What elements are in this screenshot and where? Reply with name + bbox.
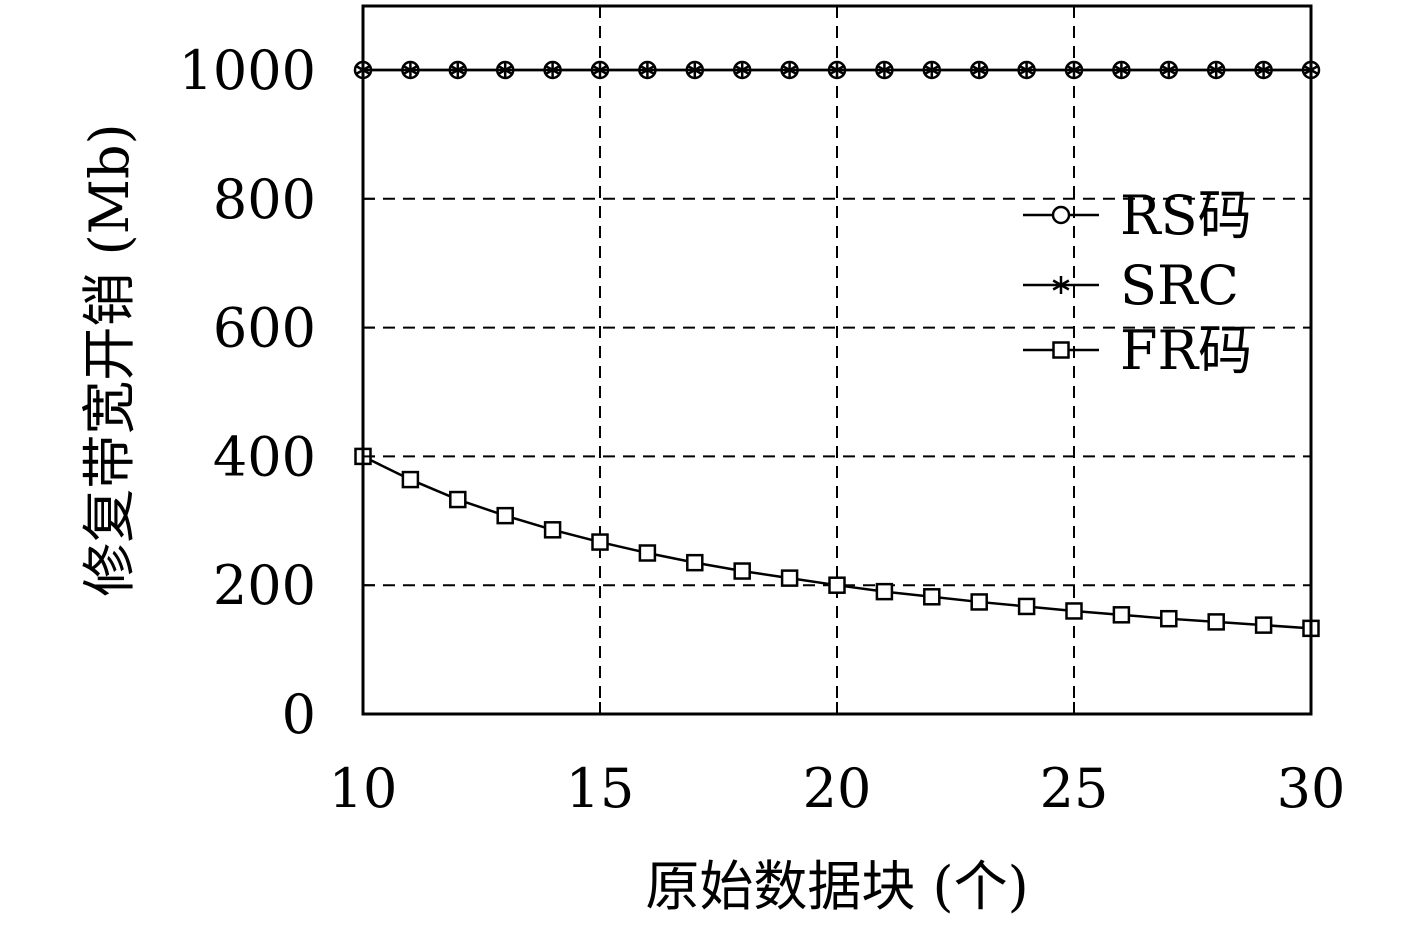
data-point xyxy=(496,61,514,79)
data-point xyxy=(1065,61,1083,79)
x-tick-label: 15 xyxy=(566,757,635,820)
data-point xyxy=(781,61,799,79)
data-point xyxy=(591,533,609,551)
legend-marker xyxy=(1052,341,1070,359)
data-point xyxy=(686,61,704,79)
y-tick-label: 200 xyxy=(213,554,316,617)
data-point xyxy=(1254,616,1273,634)
data-point xyxy=(828,576,846,594)
data-point xyxy=(543,521,562,539)
data-point xyxy=(1112,61,1130,79)
data-point xyxy=(544,61,562,79)
x-tick-label: 25 xyxy=(1040,757,1109,820)
ticks: 10 15 20 25 30 0 200 400 600 800 1000 xyxy=(179,39,1346,820)
data-point xyxy=(923,588,941,606)
data-point xyxy=(1207,613,1225,631)
data-point xyxy=(496,506,514,525)
data-point xyxy=(591,61,609,79)
series-3 xyxy=(354,447,1320,638)
data-point xyxy=(686,553,704,572)
x-tick-label: 20 xyxy=(803,757,872,820)
data-point xyxy=(970,593,988,611)
data-point xyxy=(733,61,751,79)
x-tick-label: 10 xyxy=(329,757,398,820)
legend-label: FR码 xyxy=(1120,319,1252,382)
legend-label: RS码 xyxy=(1120,184,1252,247)
data-point xyxy=(1017,597,1036,616)
data-point xyxy=(1207,61,1225,79)
data-point xyxy=(1018,61,1036,79)
data-point xyxy=(401,470,420,489)
legend-item: SRC xyxy=(1023,254,1239,317)
y-tick-label: 1000 xyxy=(179,39,316,102)
series-2 xyxy=(354,61,1320,79)
data-point xyxy=(1160,609,1178,628)
legend-item: FR码 xyxy=(1023,319,1252,382)
data-point xyxy=(1065,602,1083,620)
data-point xyxy=(875,61,893,79)
data-point xyxy=(875,582,894,601)
y-axis-label: 修复带宽开销 (Mb) xyxy=(78,123,141,596)
data-point xyxy=(970,61,988,79)
data-point xyxy=(923,61,941,79)
y-tick-label: 800 xyxy=(213,168,316,231)
data-point xyxy=(1112,606,1131,624)
legend-marker xyxy=(1052,276,1070,294)
data-point xyxy=(1255,61,1273,79)
y-tick-label: 0 xyxy=(282,683,316,746)
data-point xyxy=(733,562,751,580)
data-point xyxy=(1160,61,1178,79)
legend-item: RS码 xyxy=(1023,184,1252,247)
data-point xyxy=(449,61,467,79)
data-point xyxy=(401,61,419,79)
x-axis-label: 原始数据块 (个) xyxy=(645,855,1028,918)
data-point xyxy=(449,490,467,509)
x-tick-label: 30 xyxy=(1277,757,1346,820)
legend-marker xyxy=(1051,205,1071,225)
y-tick-label: 600 xyxy=(213,297,316,360)
series-line xyxy=(362,455,1312,630)
data-point xyxy=(780,569,799,587)
legend-label: SRC xyxy=(1120,254,1239,317)
data-point xyxy=(828,61,846,79)
data-point xyxy=(638,544,657,562)
y-tick-label: 400 xyxy=(213,425,316,488)
series-layer xyxy=(353,60,1321,638)
data-point xyxy=(638,61,656,79)
